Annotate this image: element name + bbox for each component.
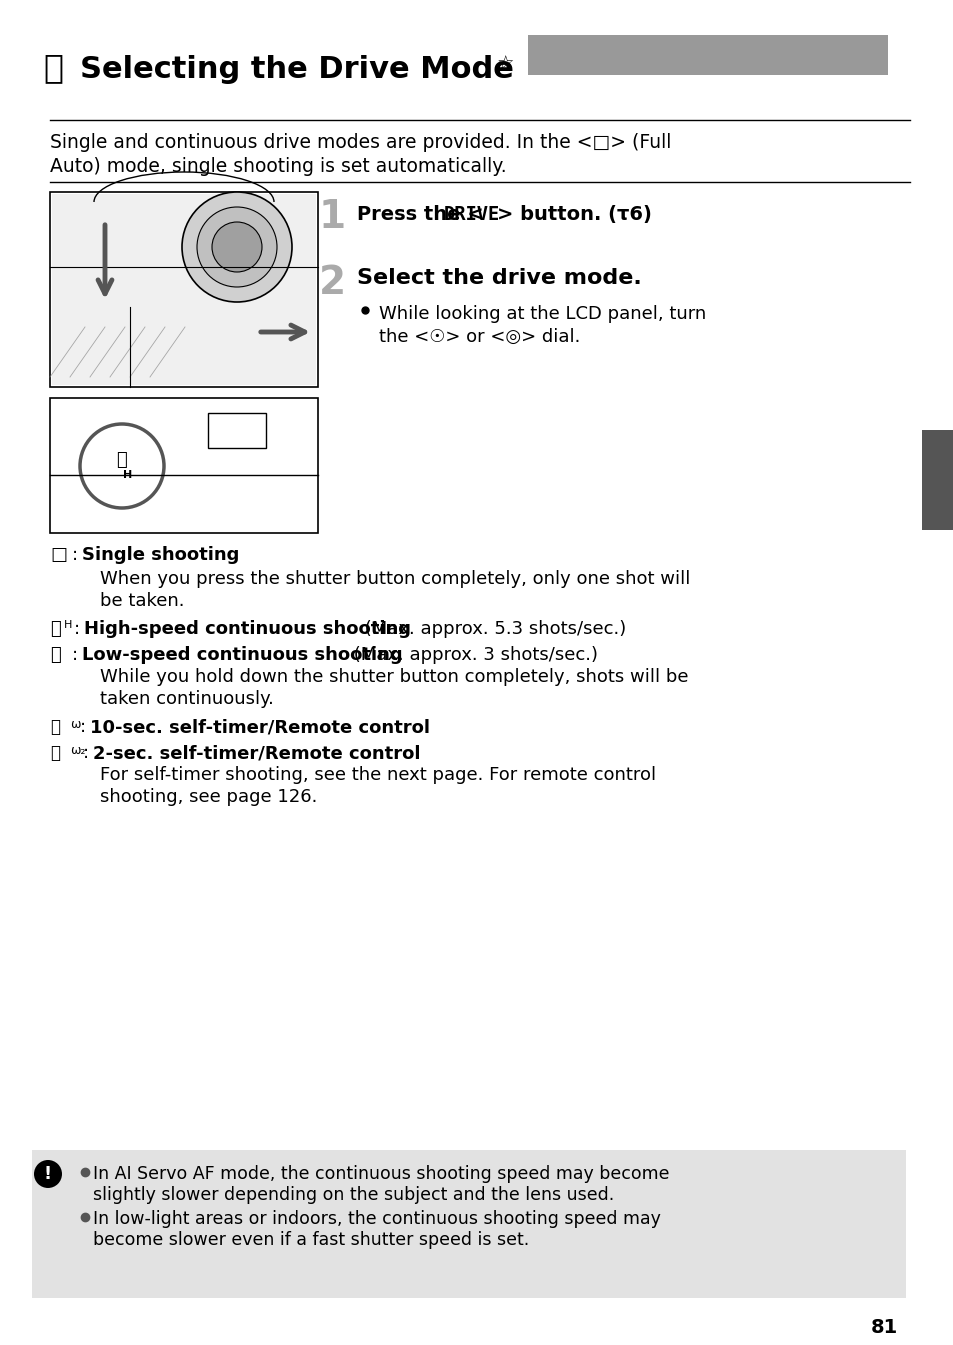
Bar — [50, 192, 317, 387]
Text: Auto) mode, single shooting is set automatically.: Auto) mode, single shooting is set autom… — [50, 157, 506, 176]
Text: :: : — [71, 546, 78, 564]
Bar — [52, 194, 315, 385]
Text: 2: 2 — [318, 264, 345, 303]
Circle shape — [196, 207, 276, 286]
Text: slightly slower depending on the subject and the lens used.: slightly slower depending on the subject… — [92, 1186, 614, 1204]
Text: Low-speed continuous shooting: Low-speed continuous shooting — [82, 646, 402, 664]
Text: :: : — [74, 620, 80, 638]
Text: Single shooting: Single shooting — [82, 546, 239, 564]
Bar — [50, 398, 317, 533]
Circle shape — [182, 192, 292, 303]
Text: ⏲: ⏲ — [50, 744, 60, 763]
Text: ω₂: ω₂ — [70, 744, 86, 757]
Text: (Max. approx. 3 shots/sec.): (Max. approx. 3 shots/sec.) — [348, 646, 598, 664]
Text: :: : — [83, 744, 89, 763]
Text: the <☉> or <◎> dial.: the <☉> or <◎> dial. — [378, 328, 579, 346]
Text: ⎗: ⎗ — [43, 51, 63, 83]
Text: Selecting the Drive Mode: Selecting the Drive Mode — [80, 55, 514, 83]
Bar — [921, 430, 953, 530]
Bar — [32, 1150, 905, 1298]
Text: become slower even if a fast shutter speed is set.: become slower even if a fast shutter spe… — [92, 1231, 529, 1250]
Text: ⎗: ⎗ — [116, 451, 128, 469]
Text: taken continuously.: taken continuously. — [100, 690, 274, 707]
Text: 81: 81 — [870, 1318, 897, 1337]
Text: While you hold down the shutter button completely, shots will be: While you hold down the shutter button c… — [100, 668, 688, 686]
Text: High-speed continuous shooting: High-speed continuous shooting — [84, 620, 411, 638]
Text: For self-timer shooting, see the next page. For remote control: For self-timer shooting, see the next pa… — [100, 767, 656, 784]
Text: H: H — [64, 620, 72, 629]
Text: (Max. approx. 5.3 shots/sec.): (Max. approx. 5.3 shots/sec.) — [358, 620, 625, 638]
Text: In AI Servo AF mode, the continuous shooting speed may become: In AI Servo AF mode, the continuous shoo… — [92, 1165, 669, 1184]
Text: DRIVE: DRIVE — [443, 204, 499, 225]
Text: be taken.: be taken. — [100, 592, 184, 611]
Text: ⏲: ⏲ — [50, 718, 60, 736]
Text: H: H — [123, 469, 132, 480]
Bar — [208, 413, 266, 448]
Text: ⎗: ⎗ — [50, 646, 61, 664]
Text: ω: ω — [70, 718, 80, 730]
Text: □: □ — [50, 546, 67, 564]
Text: ⎗: ⎗ — [50, 620, 61, 638]
Text: Press the <: Press the < — [356, 204, 483, 225]
Text: shooting, see page 126.: shooting, see page 126. — [100, 788, 317, 806]
Text: When you press the shutter button completely, only one shot will: When you press the shutter button comple… — [100, 570, 690, 588]
Text: In low-light areas or indoors, the continuous shooting speed may: In low-light areas or indoors, the conti… — [92, 1210, 660, 1228]
Text: ☆: ☆ — [497, 55, 514, 74]
Text: 1: 1 — [318, 198, 345, 235]
Circle shape — [212, 222, 262, 272]
Text: Select the drive mode.: Select the drive mode. — [356, 268, 641, 288]
Text: Single and continuous drive modes are provided. In the <□> (Full: Single and continuous drive modes are pr… — [50, 133, 671, 152]
Text: !: ! — [44, 1165, 52, 1184]
Text: While looking at the LCD panel, turn: While looking at the LCD panel, turn — [378, 305, 705, 323]
Text: 2-sec. self-timer/Remote control: 2-sec. self-timer/Remote control — [92, 744, 420, 763]
Bar — [527, 35, 887, 75]
Text: :: : — [80, 718, 86, 736]
Circle shape — [34, 1159, 62, 1188]
Text: > button. (τ6): > button. (τ6) — [497, 204, 651, 225]
Text: :: : — [71, 646, 78, 664]
Text: 10-sec. self-timer/Remote control: 10-sec. self-timer/Remote control — [90, 718, 430, 736]
